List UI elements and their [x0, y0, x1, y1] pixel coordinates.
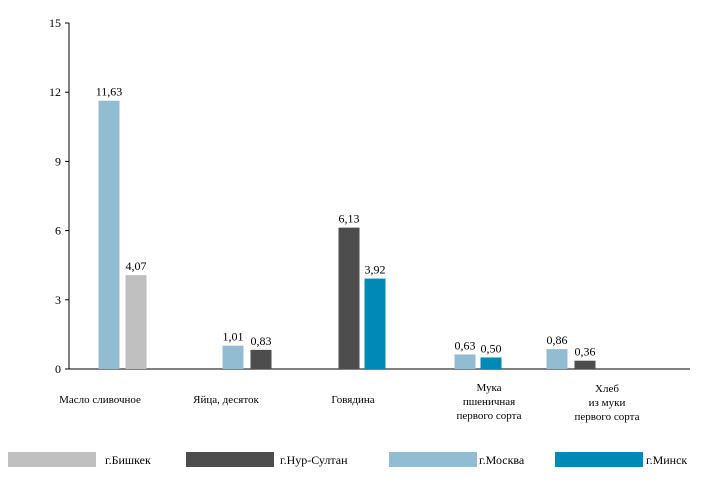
bar	[98, 100, 120, 369]
data-label: 0,63	[455, 338, 476, 352]
legend-swatch	[8, 452, 96, 467]
y-tick-label: 3	[55, 293, 61, 307]
legend-label: г.Нур-Султан	[280, 453, 348, 467]
bar	[574, 360, 596, 369]
y-tick-label: 15	[49, 16, 61, 30]
data-label: 0,36	[575, 345, 596, 359]
legend-swatch	[389, 452, 477, 467]
bar	[546, 349, 568, 369]
data-label: 0,83	[251, 334, 272, 348]
data-label: 3,92	[365, 263, 386, 277]
category-label: Хлеб из муки первого сорта	[575, 383, 640, 423]
y-tick-label: 0	[55, 362, 61, 376]
bar	[338, 227, 360, 369]
bar	[480, 357, 502, 369]
data-label: 11,63	[96, 85, 123, 99]
bar	[222, 345, 244, 369]
data-label: 0,50	[481, 341, 502, 355]
data-label: 6,13	[339, 212, 360, 226]
chart-bars: 4,07 0,83 6,13 0,36 11,63 1,01 0,63 0,86 3,92 0,5…	[96, 85, 596, 369]
category-label: Масло сливочное	[59, 394, 141, 406]
y-tick-label: 12	[49, 85, 61, 99]
category-labels: Масло сливочное Яйца, десяток Говядина Мука…	[59, 382, 639, 423]
legend-swatch	[186, 452, 274, 467]
category-label: Яйца, десяток	[193, 394, 259, 406]
data-label: 4,07	[126, 259, 147, 273]
y-tick-label: 9	[55, 154, 61, 168]
bar	[364, 278, 386, 369]
bar	[250, 349, 272, 369]
legend-swatch	[555, 452, 643, 467]
bar	[125, 275, 147, 369]
category-label: Говядина	[331, 394, 374, 406]
bar	[454, 354, 476, 369]
legend-label: г.Минск	[646, 453, 687, 467]
data-label: 0,86	[547, 333, 568, 347]
data-label: 1,01	[223, 330, 244, 344]
category-label: Мука пшеничная первого сорта	[457, 382, 522, 422]
legend-label: г.Бишкек	[105, 453, 151, 467]
legend-label: г.Москва	[479, 453, 525, 467]
chart-legend: г.Бишкек г.Нур-Султан г.Москва г.Минск	[8, 452, 687, 467]
y-tick-label: 6	[55, 224, 61, 238]
